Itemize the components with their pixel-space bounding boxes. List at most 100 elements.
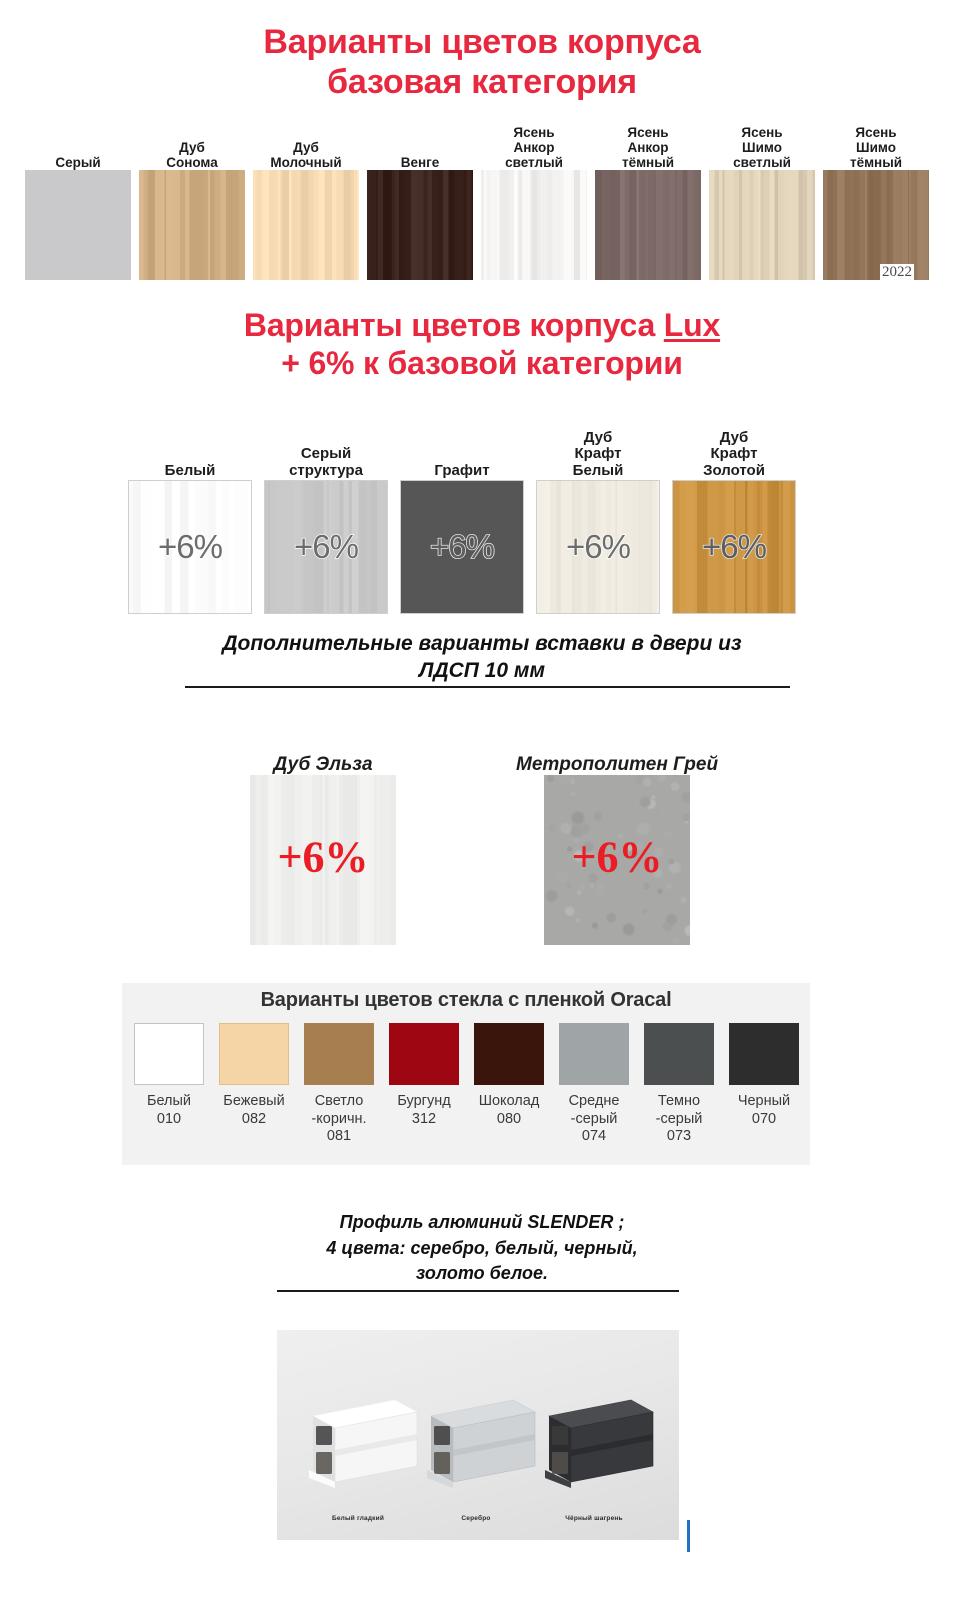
base-swatch-chip[interactable] [709, 170, 815, 280]
base-swatch-label: Венге [400, 154, 440, 170]
oracal-swatch-chip[interactable] [389, 1023, 459, 1085]
base-swatch-item[interactable]: Ясень Анкор светлый [481, 118, 587, 280]
profile-sample [417, 1382, 539, 1500]
base-swatch-label: Дуб Сонома [166, 139, 218, 170]
lux-price-badge: +6% [701, 527, 768, 566]
oracal-swatch-chip[interactable] [644, 1023, 714, 1085]
lux-swatch-label: Белый [164, 462, 216, 480]
profile-icon [427, 1399, 536, 1488]
lux-price-badge: +6% [157, 527, 223, 565]
insert-section-title: Дополнительные варианты вставки в двери … [0, 630, 964, 685]
profile-title-line2: 4 цвета: серебро, белый, черный, [326, 1237, 638, 1258]
lux-section-title: Варианты цветов корпуса Lux + 6% к базов… [0, 307, 964, 383]
insert-price-badge: +6% [571, 832, 663, 882]
oracal-swatch-item[interactable]: Белый 010 [128, 1023, 210, 1146]
oracal-swatch-item[interactable]: Средне -серый 074 [553, 1023, 635, 1146]
base-swatch-chip[interactable] [481, 170, 587, 280]
oracal-swatch-label: Светло -коричн. 081 [311, 1093, 367, 1145]
oracal-swatch-label: Бургунд 312 [397, 1093, 451, 1127]
insert-swatch-item[interactable]: Метрополитен Грей +6% [516, 735, 718, 945]
insert-swatch-label: Дуб Эльза [273, 753, 373, 775]
base-swatch-item[interactable]: Венге [367, 118, 473, 280]
base-swatch-chip[interactable] [823, 170, 929, 280]
oracal-swatch-label: Белый 010 [146, 1093, 192, 1127]
lux-swatch-chip[interactable]: +6% [536, 480, 660, 614]
lux-swatch-label: Серый структура [289, 445, 363, 480]
base-swatch-row: Серый Дуб Сонома Дуб Молочный Венге Ясень Ан… [25, 118, 941, 280]
oracal-section: Варианты цветов стекла с пленкой Oracal … [122, 983, 810, 1165]
base-swatch-chip[interactable] [253, 170, 359, 280]
oracal-swatch-chip[interactable] [304, 1023, 374, 1085]
base-swatch-chip[interactable] [25, 170, 131, 280]
profile-sample [535, 1382, 657, 1500]
oracal-swatch-chip[interactable] [474, 1023, 544, 1085]
base-swatch-label: Серый [55, 154, 101, 170]
oracal-swatch-chip[interactable] [729, 1023, 799, 1085]
lux-swatch-label: Графит [434, 462, 490, 480]
base-swatch-label: Дуб Молочный [270, 139, 342, 170]
base-swatch-chip[interactable] [595, 170, 701, 280]
insert-swatch-chip[interactable]: +6% [250, 775, 396, 945]
lux-swatch-item[interactable]: Серый структура +6% [264, 418, 388, 614]
lux-title-line2: + 6% к базовой категории [281, 344, 683, 381]
oracal-swatch-item[interactable]: Бургунд 312 [383, 1023, 465, 1146]
profile-section-title: Профиль алюминий SLENDER ; 4 цвета: сере… [0, 1210, 964, 1287]
lux-swatch-chip[interactable]: +6% [400, 480, 524, 614]
lux-title-line1: Варианты цветов корпуса Lux [0, 307, 964, 345]
oracal-swatch-chip[interactable] [219, 1023, 289, 1085]
lux-swatch-item[interactable]: Дуб Крафт Золотой +6% [672, 418, 796, 614]
lux-swatch-item[interactable]: Дуб Крафт Белый +6% [536, 418, 660, 614]
watermark-year: 2022 [880, 264, 914, 281]
profile-divider [277, 1290, 679, 1292]
profile-title-line1: Профиль алюминий SLENDER ; [339, 1212, 625, 1232]
profile-icon [545, 1399, 654, 1488]
lux-swatch-label: Дуб Крафт Белый [572, 428, 624, 480]
profile-sample-label: Чёрный шагрень [565, 1515, 623, 1522]
lux-swatch-chip[interactable]: +6% [128, 480, 252, 614]
oracal-swatch-chip[interactable] [559, 1023, 629, 1085]
lux-swatch-label: Дуб Крафт Золотой [703, 428, 765, 480]
oracal-swatch-item[interactable]: Шоколад 080 [468, 1023, 550, 1146]
insert-swatch-label: Метрополитен Грей [516, 753, 719, 775]
oracal-swatch-item[interactable]: Темно -серый 073 [638, 1023, 720, 1146]
oracal-swatch-label: Бежевый 082 [223, 1093, 285, 1127]
oracal-swatch-label: Черный 070 [737, 1093, 791, 1127]
oracal-section-title: Варианты цветов стекла с пленкой Oracal [260, 989, 672, 1011]
lux-swatch-item[interactable]: Белый +6% [128, 418, 252, 614]
insert-title-line1: Дополнительные варианты вставки в двери … [222, 632, 742, 655]
base-swatch-chip[interactable] [367, 170, 473, 280]
profile-sample-label: Белый гладкий [331, 1515, 385, 1522]
base-swatch-item[interactable]: Дуб Сонома [139, 118, 245, 280]
insert-title-line2: ЛДСП 10 мм [419, 659, 545, 683]
base-swatch-item[interactable]: Серый [25, 118, 131, 280]
lux-swatch-item[interactable]: Графит +6% [400, 418, 524, 614]
insert-price-badge: +6% [277, 832, 369, 882]
base-swatch-item[interactable]: Ясень Анкор тёмный [595, 118, 701, 280]
lux-price-badge: +6% [293, 527, 359, 565]
insert-swatch-row: Дуб Эльза +6% Метрополитен Грей +6% [250, 735, 720, 945]
insert-swatch-chip[interactable]: +6% [544, 775, 691, 945]
base-section-title: Варианты цветов корпуса базовая категори… [0, 22, 964, 102]
lux-price-badge: +6% [565, 527, 631, 565]
profile-icon [309, 1399, 418, 1488]
lux-title-underlined: Lux [663, 307, 721, 343]
profile-sample [299, 1382, 421, 1500]
lux-swatch-chip[interactable]: +6% [264, 480, 388, 614]
base-swatch-item[interactable]: Ясень Шимо тёмный [823, 118, 929, 280]
oracal-swatch-item[interactable]: Бежевый 082 [213, 1023, 295, 1146]
base-swatch-item[interactable]: Ясень Шимо светлый [709, 118, 815, 280]
oracal-swatch-item[interactable]: Черный 070 [723, 1023, 805, 1146]
oracal-swatch-chip[interactable] [134, 1023, 204, 1085]
profile-title-line3: золото белое. [415, 1263, 548, 1284]
base-swatch-item[interactable]: Дуб Молочный [253, 118, 359, 280]
insert-divider [185, 686, 790, 688]
base-swatch-chip[interactable] [139, 170, 245, 280]
text-cursor-caret [687, 1520, 690, 1552]
base-title-line2: базовая категория [327, 63, 637, 102]
profile-photo: Белый гладкий Серебро Чёрный шагрень [277, 1330, 679, 1540]
insert-swatch-item[interactable]: Дуб Эльза +6% [250, 735, 396, 945]
base-swatch-label: Ясень Шимо светлый [733, 124, 791, 170]
oracal-swatch-item[interactable]: Светло -коричн. 081 [298, 1023, 380, 1146]
lux-swatch-chip[interactable]: +6% [672, 480, 796, 614]
base-swatch-label: Ясень Анкор тёмный [621, 124, 675, 170]
